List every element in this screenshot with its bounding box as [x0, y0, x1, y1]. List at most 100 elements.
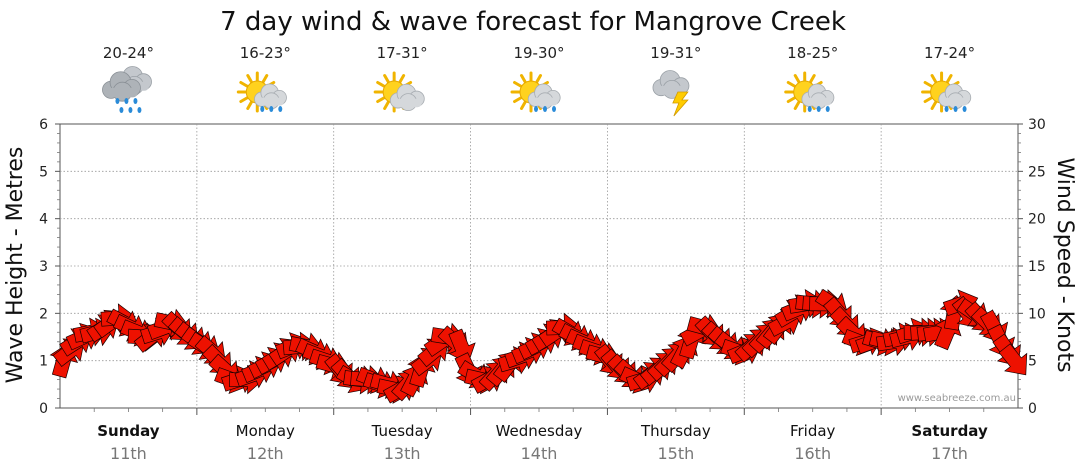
wind-arrow-shape	[998, 343, 1028, 376]
sun-ray	[513, 81, 523, 88]
day-temp-range: 19-31°	[650, 44, 701, 62]
cloud-base	[805, 97, 832, 106]
wind-arrow	[998, 343, 1028, 376]
day-temp-range: 20-24°	[103, 44, 154, 62]
sun-ray	[513, 96, 523, 103]
sun-ray	[246, 74, 254, 84]
sun-ray	[383, 100, 391, 110]
cloud-base	[942, 97, 969, 106]
sun-ray	[793, 100, 801, 110]
right-tick-label: 25	[1028, 164, 1046, 180]
day-temp-range: 19-30°	[513, 44, 564, 62]
sun-ray	[808, 74, 816, 84]
sun-ray	[246, 100, 254, 110]
rain-drops	[260, 106, 283, 112]
cloud-shape	[938, 83, 972, 110]
sun-ray	[786, 81, 797, 88]
sun-ray	[520, 100, 527, 110]
cloud-base	[532, 97, 558, 106]
rain-drop	[133, 98, 138, 104]
cloud-base	[107, 87, 138, 98]
thunderstorm-icon	[652, 70, 690, 117]
sun-showers-icon	[921, 71, 972, 113]
rain-drop	[260, 106, 265, 112]
cloud-shape	[527, 83, 561, 110]
left-tick-label: 4	[39, 212, 48, 228]
rain-drop	[962, 106, 967, 112]
day-temp-range: 17-24°	[924, 44, 975, 62]
day-temp-range: 17-31°	[377, 44, 428, 62]
day-date: 12th	[247, 444, 284, 463]
sun-ray	[535, 74, 542, 84]
rain-drops	[534, 106, 556, 112]
left-tick-label: 0	[39, 401, 48, 417]
lightning-bolt	[672, 91, 689, 117]
day-name: Tuesday	[371, 422, 433, 440]
sun-ray	[239, 96, 250, 103]
day-date: 16th	[794, 444, 831, 463]
day-date: 11th	[110, 444, 147, 463]
left-tick-label: 1	[39, 354, 48, 370]
sun-ray	[520, 74, 527, 84]
sun-ray	[261, 74, 269, 84]
day-date: 14th	[521, 444, 558, 463]
rain-drop	[269, 106, 274, 112]
day-name: Thursday	[640, 422, 711, 440]
watermark: www.seabreeze.com.au	[898, 393, 1016, 404]
day-name: Sunday	[97, 422, 160, 440]
left-tick-label: 5	[39, 164, 48, 180]
sun-showers-icon	[236, 71, 287, 113]
rain-drop	[807, 106, 812, 112]
right-tick-label: 20	[1028, 212, 1046, 228]
cloud-shape	[102, 71, 141, 102]
partly-cloudy-icon	[373, 71, 425, 113]
sun-ray	[945, 74, 953, 84]
sun-ray	[793, 74, 801, 84]
rain-drop	[825, 106, 830, 112]
sun-ray	[398, 74, 406, 84]
rain-drop	[137, 107, 142, 113]
day-date: 13th	[384, 444, 421, 463]
cloud-shape	[254, 83, 287, 110]
left-tick-label: 3	[39, 259, 48, 275]
right-tick-label: 5	[1028, 354, 1037, 370]
rain-drop	[124, 98, 129, 104]
rain-drop	[119, 107, 124, 113]
rain-drops	[944, 106, 967, 112]
sun-ray	[930, 100, 938, 110]
rain-drop	[953, 106, 958, 112]
cloud-shape	[801, 83, 835, 110]
sun-ray	[923, 96, 934, 103]
day-temp-range: 18-25°	[787, 44, 838, 62]
rain-drops	[115, 98, 142, 113]
sun-ray	[376, 81, 387, 88]
day-temp-range: 16-23°	[240, 44, 291, 62]
rain-drop	[552, 106, 556, 112]
left-axis-label: Wave Height - Metres	[3, 147, 28, 384]
day-name: Monday	[236, 422, 295, 440]
rain-drop	[115, 98, 120, 104]
right-tick-label: 30	[1028, 117, 1046, 133]
rain-drop	[543, 106, 547, 112]
sun-showers-icon	[510, 71, 561, 113]
right-tick-label: 10	[1028, 306, 1046, 322]
rain-drop	[534, 106, 538, 112]
sun-showers-icon	[784, 71, 835, 113]
left-tick-label: 2	[39, 306, 48, 322]
sun-ray	[923, 81, 934, 88]
cloud-shape	[389, 83, 425, 111]
sun-ray	[383, 74, 391, 84]
sun-ray	[786, 96, 797, 103]
left-tick-label: 6	[39, 117, 48, 133]
day-name: Saturday	[911, 422, 988, 440]
rain-drop	[128, 107, 133, 113]
rain-drop	[944, 106, 949, 112]
rain-drop	[278, 106, 283, 112]
right-tick-label: 0	[1028, 401, 1037, 417]
day-name: Friday	[790, 422, 836, 440]
day-date: 17th	[931, 444, 968, 463]
cloud-base	[258, 97, 285, 106]
sun-ray	[930, 74, 938, 84]
heavy-rain-icon	[102, 66, 152, 113]
